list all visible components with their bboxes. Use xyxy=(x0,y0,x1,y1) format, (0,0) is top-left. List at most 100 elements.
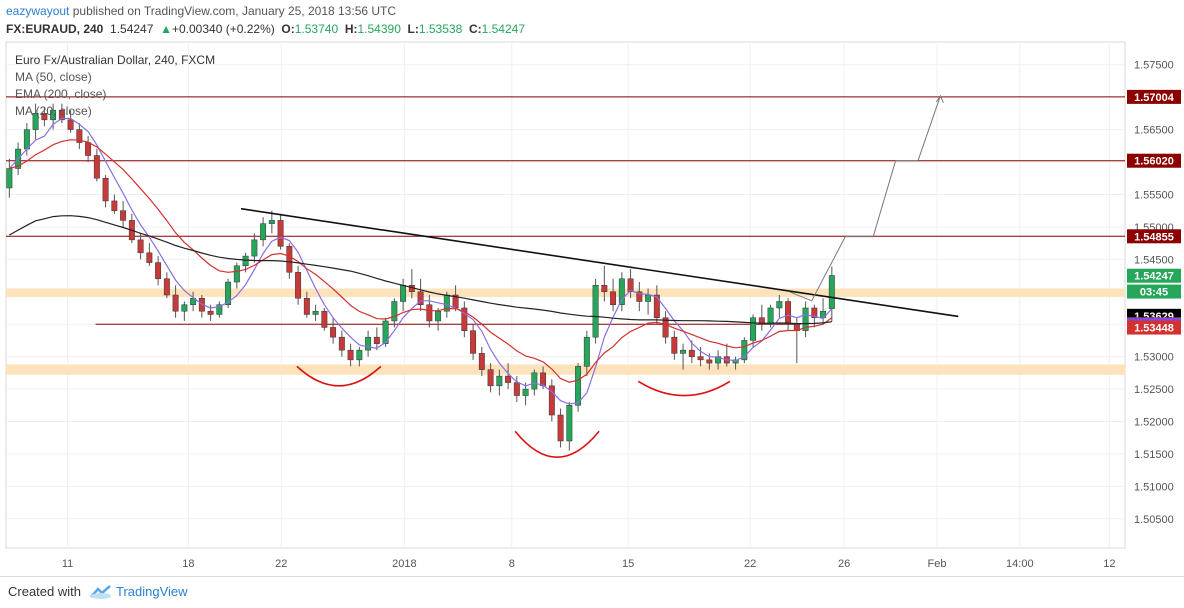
candle-body xyxy=(531,372,538,390)
candle-body xyxy=(286,246,293,273)
candle-body xyxy=(548,385,555,416)
high-value: 1.54390 xyxy=(357,22,401,36)
candle-body xyxy=(251,239,258,257)
candle-body xyxy=(671,336,678,354)
publish-info: eazywayout published on TradingView.com,… xyxy=(6,4,396,18)
candle-body xyxy=(32,113,39,130)
pattern-arc xyxy=(637,380,731,397)
price-badge xyxy=(1127,153,1181,168)
candle-body xyxy=(828,275,835,309)
chart-area[interactable]: 1.50500 1.51000 1.51500 1.52000 1.52500 1.530… xyxy=(0,40,1184,575)
candle-body xyxy=(23,129,30,150)
symbol-ohlc-bar: FX:EURAUD, 240 1.54247 ▲+0.00340 (+0.22%… xyxy=(6,22,525,36)
candle-body xyxy=(207,310,214,315)
candle-body xyxy=(417,291,424,305)
candle-body xyxy=(277,220,284,247)
price-badge-label: 1.54247 xyxy=(1134,271,1174,283)
candle-body xyxy=(680,349,687,354)
ma20-line xyxy=(8,117,833,405)
candle-body xyxy=(522,388,529,396)
author-link[interactable]: eazywayout xyxy=(6,4,70,18)
y-tick-label: 1.51000 xyxy=(1134,481,1174,493)
candle-body xyxy=(750,317,757,341)
candle-body xyxy=(697,356,704,361)
candle-body xyxy=(400,285,407,302)
price-badge-label: 1.53448 xyxy=(1134,323,1174,335)
candle-body xyxy=(575,366,582,406)
projection-path xyxy=(789,95,941,302)
candle-body xyxy=(382,320,389,344)
candle-body xyxy=(356,349,363,361)
candle-body xyxy=(461,307,468,331)
price-badge-label: 1.54855 xyxy=(1134,231,1174,243)
candle-body xyxy=(312,310,319,315)
ema200-line xyxy=(9,139,833,383)
candle-body xyxy=(706,359,713,364)
candle-body xyxy=(93,155,100,179)
candle-body xyxy=(373,336,380,344)
high-label: H: xyxy=(344,22,358,36)
candle-body xyxy=(557,414,564,442)
candle-body xyxy=(513,382,520,396)
candle-body xyxy=(741,340,748,361)
candle-body xyxy=(618,278,625,305)
candle-body xyxy=(776,301,783,309)
legend-entry: MA (50, close) xyxy=(15,70,92,84)
x-tick-label: 22 xyxy=(275,558,287,570)
candle-body xyxy=(645,294,652,302)
footer: Created with TradingView xyxy=(0,576,1184,608)
candle-body xyxy=(470,330,477,354)
x-tick-label: 8 xyxy=(509,558,515,570)
candle-body xyxy=(662,317,669,338)
candle-body xyxy=(426,304,433,322)
ma50-line xyxy=(9,215,832,325)
candle-body xyxy=(365,336,372,351)
candle-body xyxy=(758,317,765,325)
candle-body xyxy=(111,200,118,211)
price-badge xyxy=(1127,320,1181,335)
candle-body xyxy=(225,281,232,305)
candle-body xyxy=(181,304,188,312)
pattern-arc xyxy=(514,430,600,458)
trendline xyxy=(240,207,959,318)
y-tick-label: 1.56500 xyxy=(1134,125,1174,137)
y-tick-label: 1.51500 xyxy=(1134,449,1174,461)
candle-body xyxy=(610,291,617,305)
y-tick-label: 1.52000 xyxy=(1134,417,1174,429)
x-tick-label: 14:00 xyxy=(1006,558,1034,570)
candle-body xyxy=(601,285,608,293)
candle-body xyxy=(146,252,153,263)
candle-body xyxy=(102,177,109,202)
low-label: L: xyxy=(407,22,419,36)
candle-body xyxy=(505,375,512,383)
candle-body xyxy=(41,113,48,121)
price-change: +0.00340 (+0.22%) xyxy=(171,22,275,36)
price-badge-label: 1.56020 xyxy=(1134,156,1174,168)
candle-body xyxy=(58,109,65,121)
candle-body xyxy=(767,307,774,325)
candle-body xyxy=(540,372,547,387)
created-with-text: Created with xyxy=(8,584,81,599)
low-value: 1.53538 xyxy=(418,22,463,36)
chart-title: Euro Fx/Australian Dollar, 240, FXCM xyxy=(15,53,215,67)
candle-body xyxy=(391,301,398,322)
x-tick-label: 26 xyxy=(838,558,850,570)
x-tick-label: Feb xyxy=(928,558,947,570)
symbol-label: FX:EURAUD, 240 xyxy=(6,22,104,36)
price-badge-label: 03:45 xyxy=(1140,287,1168,299)
price-badge xyxy=(1127,268,1181,283)
projection-arrowhead xyxy=(935,94,944,104)
tradingview-link[interactable]: TradingView xyxy=(116,584,188,599)
candle-body xyxy=(216,304,223,315)
price-chart[interactable]: 1.50500 1.51000 1.51500 1.52000 1.52500 1.530… xyxy=(0,40,1184,575)
candle-body xyxy=(487,369,494,387)
x-tick-label: 15 xyxy=(622,558,634,570)
candle-body xyxy=(120,210,127,221)
y-tick-label: 1.55500 xyxy=(1134,189,1174,201)
candle-body xyxy=(242,255,249,267)
candle-body xyxy=(155,262,162,280)
candle-body xyxy=(636,291,643,302)
x-tick-label: 22 xyxy=(744,558,756,570)
candle-body xyxy=(321,310,328,328)
candle-body xyxy=(592,285,599,338)
